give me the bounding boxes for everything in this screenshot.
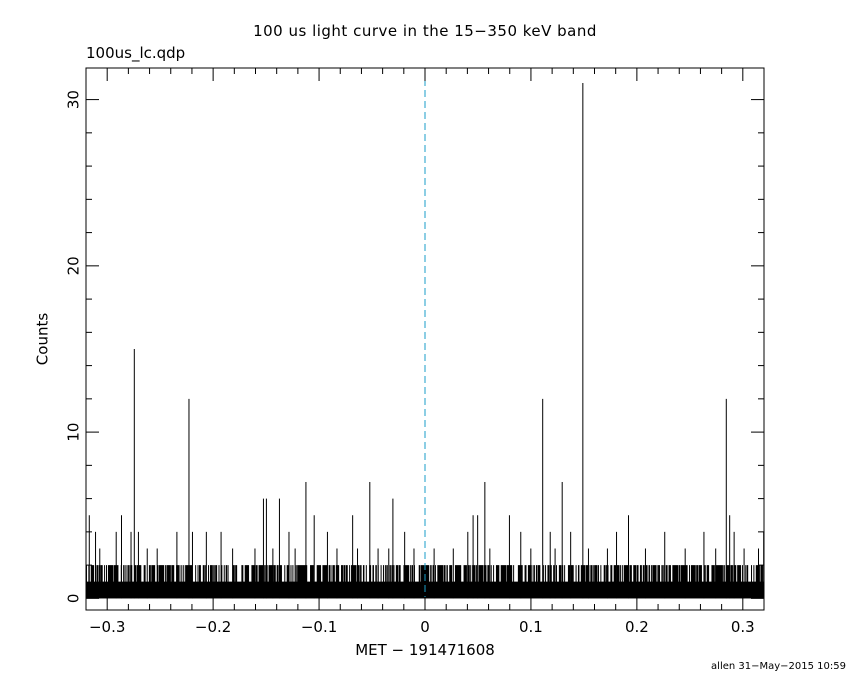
y-tick-label: 20 xyxy=(65,256,83,275)
x-axis-title: MET − 191471608 xyxy=(355,641,495,659)
chart-title: 100 us light curve in the 15−350 keV ban… xyxy=(253,22,597,40)
x-tick-label: −0.3 xyxy=(89,618,125,636)
y-tick-label: 30 xyxy=(65,90,83,109)
x-tick-label: −0.2 xyxy=(195,618,231,636)
y-axis-title: Counts xyxy=(34,313,52,366)
baseline-noise-bars xyxy=(85,565,765,599)
footer-stamp: allen 31−May−2015 10:59 xyxy=(711,661,846,672)
x-tick-label: 0.3 xyxy=(731,618,755,636)
axis-ticks xyxy=(85,68,765,610)
tick-labels: −0.3 −0.2 −0.1 0 0.1 0.2 0.3 0 10 20 30 xyxy=(65,90,755,636)
x-tick-label: −0.1 xyxy=(301,618,337,636)
y-tick-label: 10 xyxy=(65,423,83,442)
y-tick-label: 0 xyxy=(65,594,83,604)
x-tick-label: 0.1 xyxy=(519,618,543,636)
x-tick-label: 0 xyxy=(420,618,430,636)
file-name-label: 100us_lc.qdp xyxy=(86,44,186,62)
x-tick-label: 0.2 xyxy=(625,618,649,636)
